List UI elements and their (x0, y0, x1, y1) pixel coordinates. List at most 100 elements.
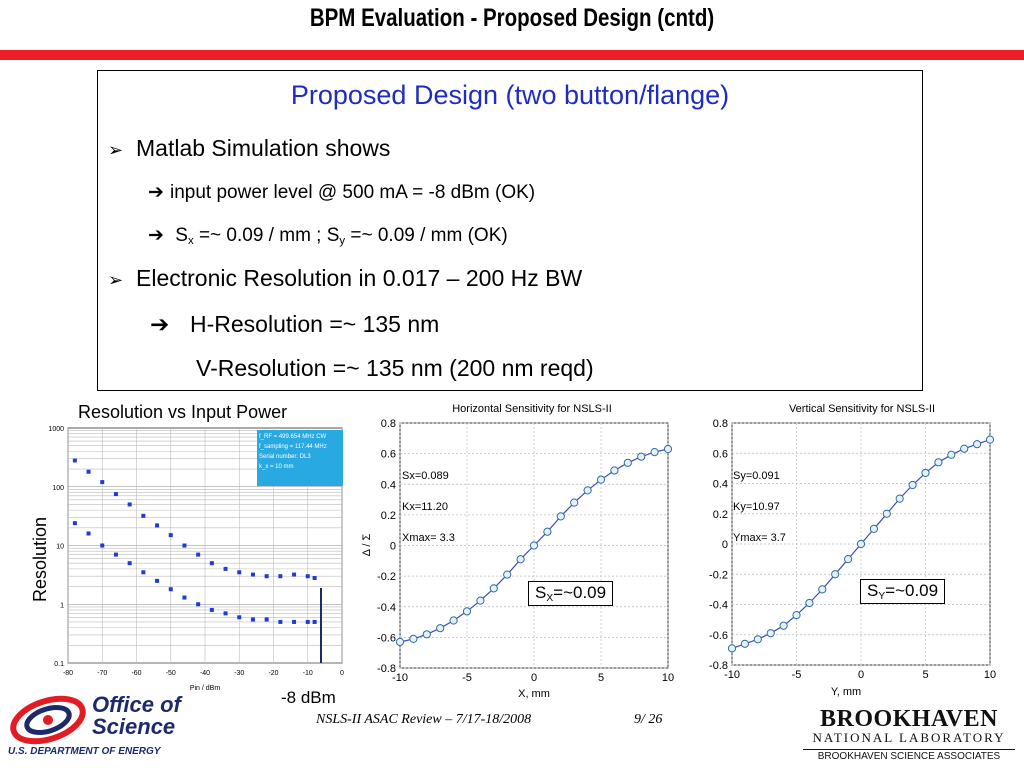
data-point (196, 602, 201, 607)
x-tick-label: -20 (268, 670, 278, 677)
y-tick-label: 10 (56, 544, 64, 551)
box-title: Proposed Design (two button/flange) (290, 80, 730, 110)
vertical-chart-title: Vertical Sensitivity for NSLS-II (788, 403, 936, 415)
data-point (292, 619, 297, 624)
horizontal-sensitivity-chart: -10 -5 0 5 10 0.8 0.6 0.4 0.2 0 -0.2 -0.4 -0.6 -0.8 Δ… (361, 418, 674, 700)
x-tick-label: 10 (662, 672, 674, 684)
bullet-marker-icon: ➢ (108, 270, 124, 290)
y-tick-label: -0.8 (377, 663, 396, 675)
data-point (740, 639, 750, 648)
sub-bullet-h-resolution: ➔ H-Resolution =~ 135 nm (150, 311, 439, 338)
data-point (155, 578, 160, 583)
legend-line: Serial number: DL3 (259, 454, 311, 460)
data-point (947, 450, 956, 459)
data-point (422, 630, 431, 639)
y-tick-label: 0.6 (381, 449, 396, 461)
x-tick-label: 5 (922, 669, 928, 681)
y-tick-label: -0.4 (709, 600, 728, 612)
data-point (209, 561, 214, 566)
data-point (237, 615, 242, 620)
x-tick-label: -5 (462, 672, 472, 684)
data-point (395, 637, 405, 647)
data-point (529, 541, 539, 550)
data-point (72, 521, 77, 526)
data-point (168, 533, 173, 538)
data-point (292, 572, 297, 577)
data-point (596, 475, 606, 484)
data-point (753, 635, 762, 644)
data-point (250, 617, 255, 622)
data-point (86, 469, 91, 474)
data-point (476, 596, 485, 605)
data-point (312, 575, 317, 580)
data-point (409, 634, 418, 644)
data-point (934, 458, 943, 467)
data-point (895, 494, 904, 503)
y-tick-label: 0.8 (713, 418, 728, 430)
bullet-marker-icon: ➢ (108, 140, 124, 160)
y-tick-label: 0.4 (713, 479, 728, 491)
y-tick-label: 1 (60, 602, 64, 609)
v-resolution-text: V-Resolution =~ 135 nm (200 nm reqd) (196, 355, 594, 381)
data-point (985, 435, 995, 444)
sy-sub: Y (878, 591, 886, 602)
sx-subscript: x (187, 235, 194, 247)
bullet-resolution: ➢ Electronic Resolution in 0.017 – 200 Hz… (108, 265, 582, 292)
y-tick-label: -0.2 (709, 569, 728, 581)
data-point (113, 492, 118, 497)
footer-review-text: NSLS-II ASAC Review – 7/17-18/2008 (316, 712, 532, 727)
data-point (882, 509, 891, 518)
minus8dbm-annotation: -8 dBm (281, 688, 336, 707)
bullet-text: Electronic Resolution in 0.017 – 200 Hz … (136, 265, 583, 291)
y-tick-label: 0 (390, 541, 396, 553)
content-box (97, 70, 923, 391)
sy-prefix: S (867, 581, 879, 600)
slide-title: BPM Evaluation - Proposed Design (cntd) (309, 4, 715, 32)
y-tick-label: -0.6 (377, 632, 396, 644)
y-tick-label: 0.8 (381, 418, 396, 430)
horizontal-chart-title: Horizontal Sensitivity for NSLS-II (452, 403, 612, 415)
data-point (100, 543, 105, 548)
y-tick-label: 0 (722, 539, 728, 551)
data-point (223, 566, 228, 571)
brookhaven-wordmark: BROOKHAVEN (820, 706, 998, 732)
data-point (127, 561, 132, 566)
data-point (766, 629, 775, 638)
x-tick-label: 10 (984, 669, 996, 681)
arrow-icon: ➔ (148, 225, 164, 246)
data-point (305, 574, 310, 579)
data-point (449, 616, 458, 625)
data-point (637, 452, 646, 461)
data-point (223, 611, 228, 616)
data-point (127, 502, 132, 507)
sy-annotation: Sy=0.091 (733, 470, 780, 482)
sensitivity-mid: =~ 0.09 / mm ; S (193, 225, 340, 246)
data-point (869, 524, 878, 533)
h-resolution-text: H-Resolution =~ 135 nm (190, 311, 440, 337)
data-point (278, 574, 283, 579)
sx-prefix: S (535, 583, 547, 602)
vertical-sensitivity-chart: -10 -5 0 5 10 0.8 0.6 0.4 0.2 0 -0.2 -0.4 -0.6 -0.8 Y… (709, 418, 996, 698)
x-tick-label: -40 (200, 670, 210, 677)
data-point (503, 570, 512, 579)
horizontal-ylabel: Δ / Σ (361, 533, 373, 556)
y-tick-label: -0.2 (377, 571, 396, 583)
sx-annotation: Sx=0.089 (402, 470, 449, 482)
x-tick-label: 0 (531, 672, 537, 684)
y-tick-label: 1000 (48, 426, 64, 433)
y-tick-label: 0.4 (381, 479, 396, 491)
data-point (556, 512, 565, 521)
x-tick-label: -60 (131, 670, 141, 677)
sx-symbol: S (175, 225, 188, 246)
sub-bullet-power: ➔ input power level @ 500 mA = -8 dBm (OK… (148, 181, 535, 204)
x-tick-label: -10 (724, 669, 740, 681)
data-point (86, 531, 91, 536)
x-tick-label: 0 (858, 669, 864, 681)
x-tick-label: -10 (303, 670, 313, 677)
x-tick-label: -70 (97, 670, 107, 677)
x-tick-label: -10 (392, 672, 408, 684)
office-of-science-logo-icon (10, 695, 86, 745)
data-point (818, 585, 827, 594)
logo-line-1: Office of (92, 692, 181, 717)
x-tick-label: 5 (598, 672, 604, 684)
